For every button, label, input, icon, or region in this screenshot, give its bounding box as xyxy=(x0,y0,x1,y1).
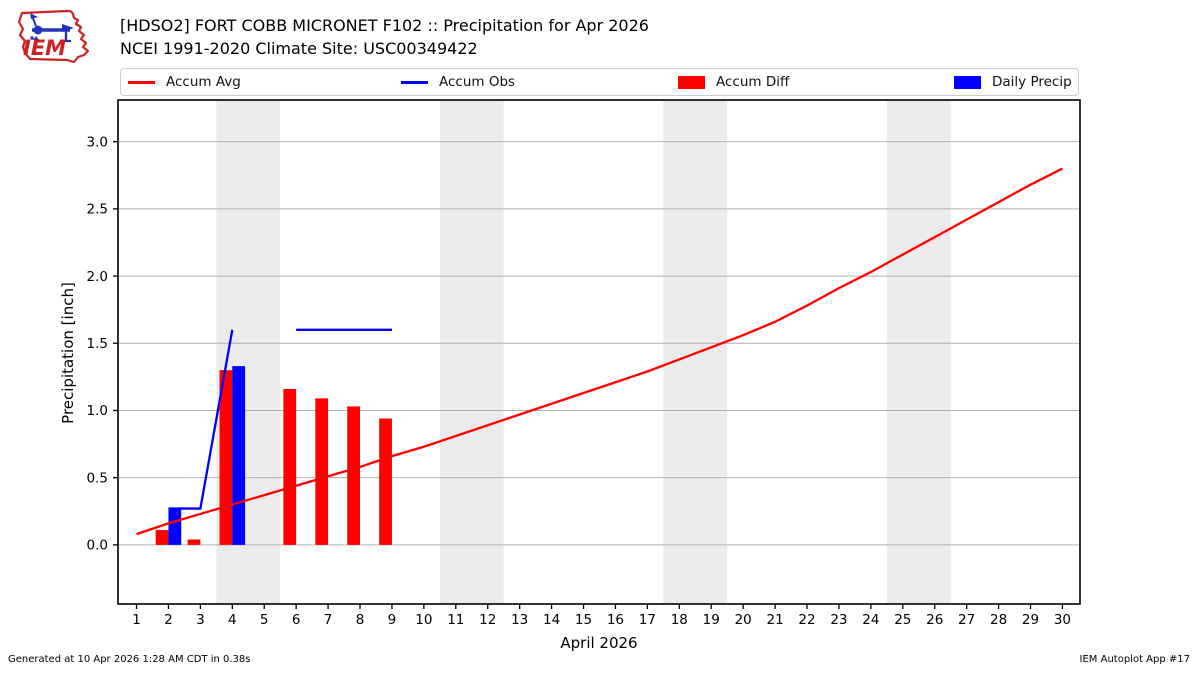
chart-title: [HDSO2] FORT COBB MICRONET F102 :: Preci… xyxy=(120,16,649,35)
x-tick-label: 13 xyxy=(511,612,528,628)
x-tick-label: 21 xyxy=(766,612,783,628)
accum-diff-bar xyxy=(187,539,201,545)
x-tick-label: 25 xyxy=(894,612,911,628)
plot-area: 1 2 3 4 5 6 7 8 9 10 11 12 13 14 15 16 17 18 19 20 21 22 23 24 2… xyxy=(87,99,1081,628)
x-axis-label: April 2026 xyxy=(560,634,638,652)
chart-subtitle: NCEI 1991-2020 Climate Site: USC00349422 xyxy=(120,39,478,58)
legend-label: Daily Precip xyxy=(992,74,1072,90)
weekend-band xyxy=(886,100,951,604)
legend-label: Accum Obs xyxy=(439,74,516,90)
legend-swatch xyxy=(678,75,705,89)
title-block: [HDSO2] FORT COBB MICRONET F102 :: Preci… xyxy=(120,14,649,60)
x-tick-label: 3 xyxy=(196,612,205,628)
accum-avg-line xyxy=(136,167,1063,536)
y-tick-label: 0.5 xyxy=(87,470,108,486)
x-tick-label: 11 xyxy=(447,612,464,628)
x-tick-label: 22 xyxy=(798,612,815,628)
y-tick-label: 1.5 xyxy=(87,336,108,352)
daily-precip-bar xyxy=(168,508,182,545)
generated-timestamp: Generated at 10 Apr 2026 1:28 AM CDT in … xyxy=(8,654,251,665)
x-tick-label: 1 xyxy=(132,612,141,628)
x-tick-label: 17 xyxy=(639,612,656,628)
y-axis-label: Precipitation [inch] xyxy=(59,282,77,424)
x-tick-label: 26 xyxy=(926,612,943,628)
y-tick-label: 0.0 xyxy=(87,538,108,554)
x-tick-label: 18 xyxy=(671,612,688,628)
iowa-outline xyxy=(17,9,90,64)
weekend-band xyxy=(663,100,728,604)
x-tick-label: 8 xyxy=(356,612,365,628)
x-tick-label: 15 xyxy=(575,612,592,628)
plot-frame xyxy=(117,99,1081,605)
x-tick-label: 28 xyxy=(990,612,1007,628)
legend-entry-accum-avg: Accum Avg xyxy=(128,69,241,95)
x-tick-label: 6 xyxy=(292,612,301,628)
x-tick-label: 19 xyxy=(703,612,720,628)
x-tick-label: 14 xyxy=(543,612,560,628)
legend-swatch xyxy=(954,75,981,89)
accum-diff-bar xyxy=(283,388,297,545)
accum-diff-bar xyxy=(155,530,169,545)
daily-precip-bar xyxy=(232,366,246,545)
x-tick-label: 20 xyxy=(735,612,752,628)
iem-logo: IEM xyxy=(17,9,90,64)
x-tick-label: 5 xyxy=(260,612,269,628)
x-tick-label: 30 xyxy=(1054,612,1071,628)
iem-logo-text: IEM xyxy=(23,36,66,60)
app-credit: IEM Autoplot App #17 xyxy=(1079,654,1190,665)
x-tick-label: 16 xyxy=(607,612,624,628)
y-tick-label: 2.5 xyxy=(87,202,108,218)
legend-entry-accum-obs: Accum Obs xyxy=(401,69,515,95)
x-tick-label: 12 xyxy=(479,612,496,628)
legend-entry-daily-precip: Daily Precip xyxy=(954,69,1072,95)
x-tick-label: 29 xyxy=(1022,612,1039,628)
legend-label: Accum Diff xyxy=(716,74,790,90)
accum-diff-bar xyxy=(219,370,233,545)
x-tick-label: 4 xyxy=(228,612,237,628)
x-tick-label: 23 xyxy=(830,612,847,628)
y-tick-label: 3.0 xyxy=(87,134,108,150)
legend-entry-accum-diff: Accum Diff xyxy=(678,69,789,95)
x-tick-label: 24 xyxy=(862,612,879,628)
weather-vane-icon xyxy=(30,13,74,43)
x-tick-label: 10 xyxy=(415,612,432,628)
accum-obs-line xyxy=(168,329,234,510)
legend-swatch xyxy=(128,80,155,84)
x-tick-label: 27 xyxy=(958,612,975,628)
weekend-band xyxy=(439,100,504,604)
legend-swatch xyxy=(401,80,428,84)
accum-diff-bar xyxy=(347,406,361,545)
accum-diff-bar xyxy=(379,418,392,545)
legend: Accum Avg Accum Obs Accum Diff Daily Precip xyxy=(120,68,1079,96)
x-tick-label: 2 xyxy=(164,612,173,628)
y-tick-label: 1.0 xyxy=(87,403,108,419)
accum-diff-bar xyxy=(315,398,329,545)
y-tick-label: 2.0 xyxy=(87,269,108,285)
legend-label: Accum Avg xyxy=(166,74,241,90)
x-tick-label: 9 xyxy=(388,612,397,628)
x-tick-label: 7 xyxy=(324,612,333,628)
